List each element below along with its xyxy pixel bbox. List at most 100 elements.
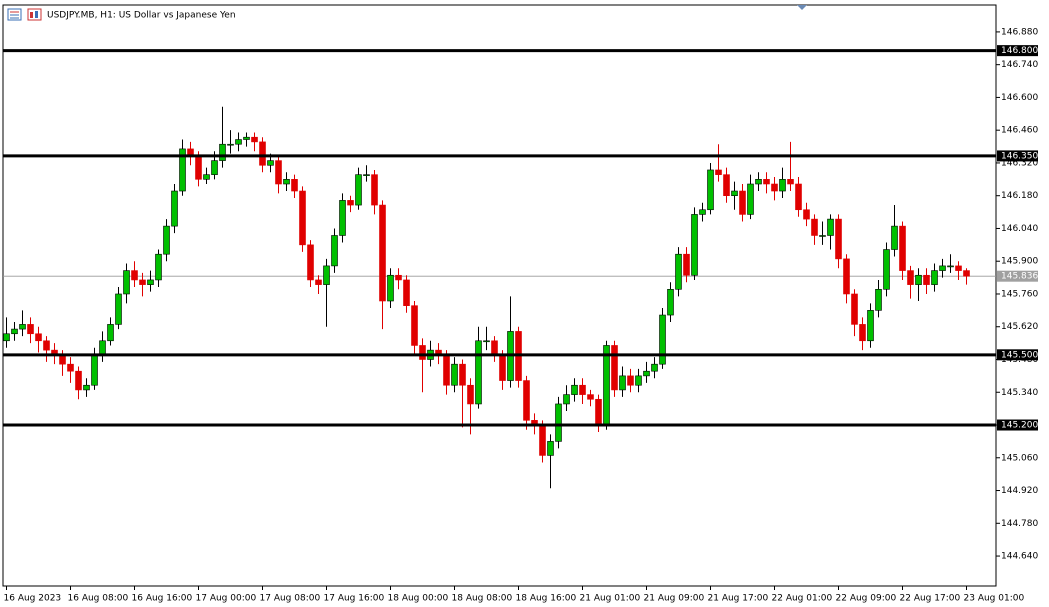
candle <box>315 275 322 294</box>
candle <box>643 361 650 383</box>
candle <box>915 268 922 301</box>
candle <box>859 317 866 351</box>
candle <box>339 193 346 243</box>
candle-body <box>275 160 282 185</box>
candle <box>555 396 562 449</box>
candle-body <box>35 333 42 342</box>
level-label: 146.350 <box>1001 151 1038 161</box>
candle <box>411 300 418 355</box>
candle <box>819 221 826 245</box>
candle <box>627 368 634 393</box>
candle <box>3 317 10 348</box>
x-tick-label: 16 Aug 16:00 <box>132 594 193 604</box>
candle <box>251 132 258 152</box>
candle-body <box>851 293 858 325</box>
level-label-box <box>997 419 1038 431</box>
candle <box>483 326 490 351</box>
candle-body <box>579 384 586 395</box>
level-label: 145.200 <box>1001 421 1038 431</box>
candle-body <box>291 179 298 192</box>
candle <box>843 254 850 304</box>
candle <box>811 214 818 245</box>
candle-body <box>155 253 162 281</box>
candle <box>907 265 914 299</box>
candle-body <box>339 200 346 236</box>
candle-body <box>539 424 546 456</box>
candle-body <box>803 209 810 220</box>
x-tick-label: 22 Aug 17:00 <box>900 594 961 604</box>
candle-body <box>395 274 402 281</box>
y-tick-label: 146.600 <box>1001 93 1038 103</box>
candle-body <box>619 375 626 391</box>
candle <box>459 359 466 428</box>
candle <box>563 385 570 411</box>
candle <box>347 195 354 213</box>
candle <box>171 184 178 234</box>
candle-body <box>459 363 466 386</box>
candle-body <box>115 293 122 325</box>
candle <box>867 303 874 348</box>
candle <box>123 263 130 304</box>
candle-body <box>283 179 290 185</box>
x-tick-label: 21 Aug 09:00 <box>644 594 705 604</box>
y-tick-label: 146.880 <box>1001 27 1038 37</box>
candle-body <box>163 225 170 255</box>
candle-body <box>923 274 930 285</box>
candle-body <box>347 200 354 206</box>
candle-body <box>235 139 242 145</box>
chart-title: USDJPY.MB, H1: US Dollar vs Japanese Yen <box>47 11 236 21</box>
candle-body <box>371 174 378 206</box>
candle <box>827 214 834 250</box>
x-tick-label: 17 Aug 08:00 <box>260 594 321 604</box>
candle-body <box>99 340 106 356</box>
x-tick-label: 18 Aug 08:00 <box>452 594 513 604</box>
candle <box>699 202 706 222</box>
candle-body <box>67 363 74 372</box>
candle <box>875 279 882 318</box>
candle <box>179 139 186 196</box>
candle-body <box>451 363 458 386</box>
candle <box>283 172 290 192</box>
candle-body <box>563 394 570 405</box>
candle <box>75 366 82 400</box>
candle <box>787 141 794 192</box>
level-label: 146.800 <box>1001 46 1038 56</box>
candle <box>83 378 90 397</box>
candle <box>963 268 970 285</box>
candle <box>659 308 666 369</box>
candle <box>795 176 802 217</box>
candle <box>363 165 370 182</box>
candle-body <box>139 279 146 285</box>
y-tick-label: 146.320 <box>1001 158 1038 168</box>
candle <box>379 200 386 330</box>
candle-body <box>179 148 186 192</box>
candle <box>715 144 722 182</box>
candle-body <box>915 274 922 285</box>
candle <box>131 261 138 287</box>
candle-body <box>107 324 114 342</box>
candle-body <box>75 370 82 391</box>
candle <box>883 242 890 297</box>
candle <box>203 167 210 185</box>
candle-body <box>859 324 866 342</box>
x-tick-label: 17 Aug 00:00 <box>196 594 257 604</box>
candle-body <box>707 169 714 211</box>
candle <box>779 167 786 199</box>
candle <box>227 130 234 154</box>
candle-body <box>867 310 874 342</box>
candle <box>291 174 298 199</box>
candle-body <box>363 174 370 176</box>
candle <box>651 357 658 379</box>
y-tick-label: 145.760 <box>1001 289 1038 299</box>
candle <box>299 186 306 252</box>
candle-body <box>243 136 250 140</box>
candle <box>451 357 458 393</box>
y-tick-label: 146.040 <box>1001 224 1038 234</box>
y-tick-label: 145.060 <box>1001 453 1038 463</box>
candle-body <box>419 345 426 360</box>
candle <box>323 258 330 327</box>
candle-body <box>123 270 130 295</box>
x-tick-label: 21 Aug 17:00 <box>708 594 769 604</box>
plot-area <box>2 4 997 587</box>
last-price-box <box>997 270 1038 282</box>
